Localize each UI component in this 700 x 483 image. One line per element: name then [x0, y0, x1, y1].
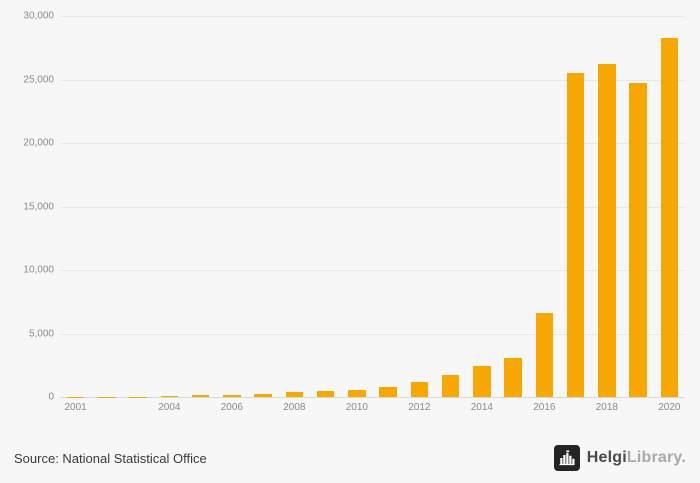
- x-tick-label: 2018: [595, 402, 618, 413]
- bar-2014: [473, 365, 491, 397]
- bar-2008: [285, 392, 304, 397]
- y-tick-label: 0: [48, 391, 54, 403]
- gridline: [60, 143, 685, 144]
- bar-2011: [379, 387, 397, 397]
- plot-area: [60, 16, 685, 398]
- x-tick-label: 2001: [64, 402, 87, 413]
- bar-2018: [598, 64, 616, 397]
- bar-2013: [441, 374, 460, 397]
- x-tick-label: 2010: [345, 402, 368, 413]
- y-tick-label: 5,000: [28, 328, 54, 339]
- x-tick-label: 2012: [408, 402, 431, 413]
- gridline: [60, 79, 685, 81]
- y-axis: 0 5,000 10,000 15,000 20,000 25,000 30,000: [0, 11, 54, 403]
- y-tick-label: 15,000: [23, 201, 54, 212]
- x-axis-baseline: [60, 397, 685, 398]
- x-tick-label: 2020: [658, 402, 681, 413]
- y-tick-label: 20,000: [23, 137, 54, 149]
- chart-footer: Source: National Statistical Office Helg…: [0, 433, 700, 483]
- helgi-library-logo: HelgiLibrary.: [553, 445, 686, 471]
- bar-2012: [410, 382, 429, 397]
- gridline: [60, 333, 685, 335]
- brand-primary: Helgi: [586, 449, 627, 466]
- brand-secondary: Library.: [626, 449, 686, 466]
- gridline: [60, 270, 685, 271]
- bar-2016: [535, 313, 554, 397]
- y-tick-label: 10,000: [23, 264, 54, 276]
- bar-2015: [504, 358, 522, 397]
- skyline-icon: [553, 445, 580, 471]
- x-tick-label: 2006: [220, 402, 243, 413]
- bar-2005: [191, 394, 210, 397]
- x-axis: 2001 2004 2006 2008 2010 2012 2014 2016 2018 2020: [60, 402, 685, 416]
- brand-text: HelgiLibrary.: [587, 449, 686, 467]
- gridline: [60, 16, 685, 17]
- y-tick-label: 25,000: [23, 74, 54, 85]
- y-tick-label: 30,000: [23, 10, 54, 22]
- bar-2020: [660, 38, 679, 397]
- bar-2017: [566, 72, 585, 397]
- bar-chart: 0 5,000 10,000 15,000 20,000 25,000 30,000 200…: [0, 11, 685, 416]
- bar-2010: [348, 389, 366, 397]
- bar-2009: [316, 391, 335, 397]
- x-tick-label: 2016: [533, 402, 556, 413]
- bar-2006: [223, 395, 241, 397]
- bar-2019: [629, 82, 647, 397]
- x-tick-label: 2014: [470, 402, 493, 413]
- bar-2007: [254, 394, 272, 397]
- gridline: [60, 206, 685, 208]
- bar-2004: [160, 395, 179, 397]
- source-text: Source: National Statistical Office: [14, 450, 207, 466]
- x-tick-label: 2008: [283, 402, 306, 413]
- x-tick-label: 2004: [158, 402, 181, 413]
